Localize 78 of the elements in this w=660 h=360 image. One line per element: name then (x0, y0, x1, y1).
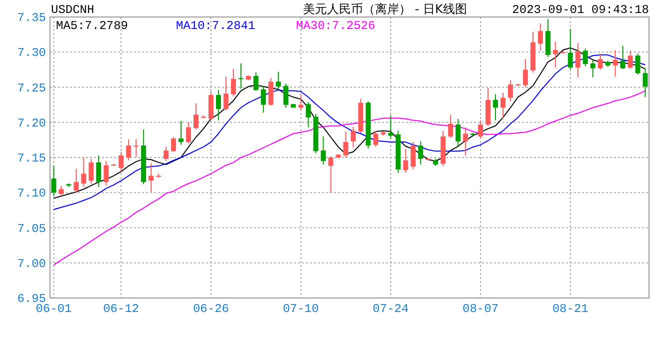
candlestick (538, 22, 543, 52)
candlestick (456, 118, 461, 147)
candlestick (104, 160, 109, 186)
candlestick (628, 50, 633, 70)
y-tick-label: 7.15 (17, 152, 46, 166)
candlestick (343, 131, 348, 158)
candlestick (148, 162, 154, 192)
candlestick (635, 53, 640, 76)
text: MA10:7.2841 (176, 19, 256, 33)
chart-title: 美元人民币（离岸） - 日K线图 (303, 2, 467, 16)
candlestick (164, 146, 169, 162)
y-tick-label: 7.30 (17, 46, 46, 60)
candlestick (590, 59, 596, 78)
x-tick-label: 08-21 (552, 302, 588, 316)
candlestick (598, 53, 603, 70)
y-tick-label: 7.05 (17, 222, 46, 236)
candlestick (81, 157, 86, 188)
y-tick-label: 7.20 (17, 116, 46, 130)
candlestick (373, 130, 378, 148)
y-tick-label: 7.10 (17, 186, 46, 201)
candlestick (463, 126, 468, 156)
candlestick (306, 102, 311, 128)
candlestick (493, 94, 498, 121)
candlestick (238, 62, 244, 90)
candlestick (508, 80, 513, 102)
candlestick (612, 50, 618, 78)
candlestick (403, 148, 408, 174)
candlestick (96, 154, 102, 188)
candlestick (253, 72, 258, 92)
candlestick (320, 136, 326, 166)
candlestick (418, 140, 424, 166)
candlestick (552, 41, 558, 68)
candlestick (230, 68, 236, 97)
y-tick-label: 7.35 (17, 11, 46, 25)
candlestick (328, 156, 334, 194)
candlestick (171, 136, 176, 152)
candlestick (478, 120, 484, 138)
candlestick (126, 138, 132, 161)
text: MA30:7.2526 (296, 19, 376, 33)
candlestick (223, 76, 228, 111)
candlestick (58, 185, 64, 197)
y-tick-label: 7.00 (17, 256, 46, 271)
candlestick (118, 151, 124, 172)
x-tick-label: 06-01 (36, 302, 72, 316)
candlestick (575, 42, 580, 78)
candlestick (74, 168, 79, 194)
candlestick (216, 90, 221, 121)
candlestick (268, 78, 274, 106)
candlestick (500, 92, 506, 120)
candlestick (448, 114, 454, 138)
x-tick-label: 06-26 (192, 302, 229, 316)
candlestick (642, 68, 648, 98)
line-series (53, 90, 646, 266)
candlestick (260, 85, 266, 114)
candlestick (350, 126, 356, 148)
text: MA5:7.2789 (56, 19, 128, 33)
candlestick (88, 158, 94, 185)
x-tick-label: 07-10 (282, 302, 319, 316)
annotation: USDCNH (51, 3, 94, 17)
x-tick-label: 06-12 (103, 302, 140, 316)
annotation: 2023-09-01 09:43:18 (512, 3, 649, 17)
candlestick (51, 165, 56, 197)
candlestick (568, 28, 573, 70)
candlestick (134, 138, 139, 158)
x-tick-label: 07-24 (372, 302, 409, 316)
y-tick-label: 7.25 (17, 81, 46, 96)
candlestick (410, 142, 416, 170)
candlestick (178, 120, 184, 146)
candlestick (186, 122, 192, 144)
x-tick-label: 08-07 (462, 302, 499, 316)
candlestick (283, 83, 288, 108)
candlestick (276, 71, 281, 90)
candlestick (545, 18, 550, 58)
candlestick (208, 90, 214, 121)
candlestick (582, 48, 588, 67)
candlestick (620, 45, 626, 70)
candlestick (194, 102, 199, 130)
candlestick (522, 58, 528, 88)
